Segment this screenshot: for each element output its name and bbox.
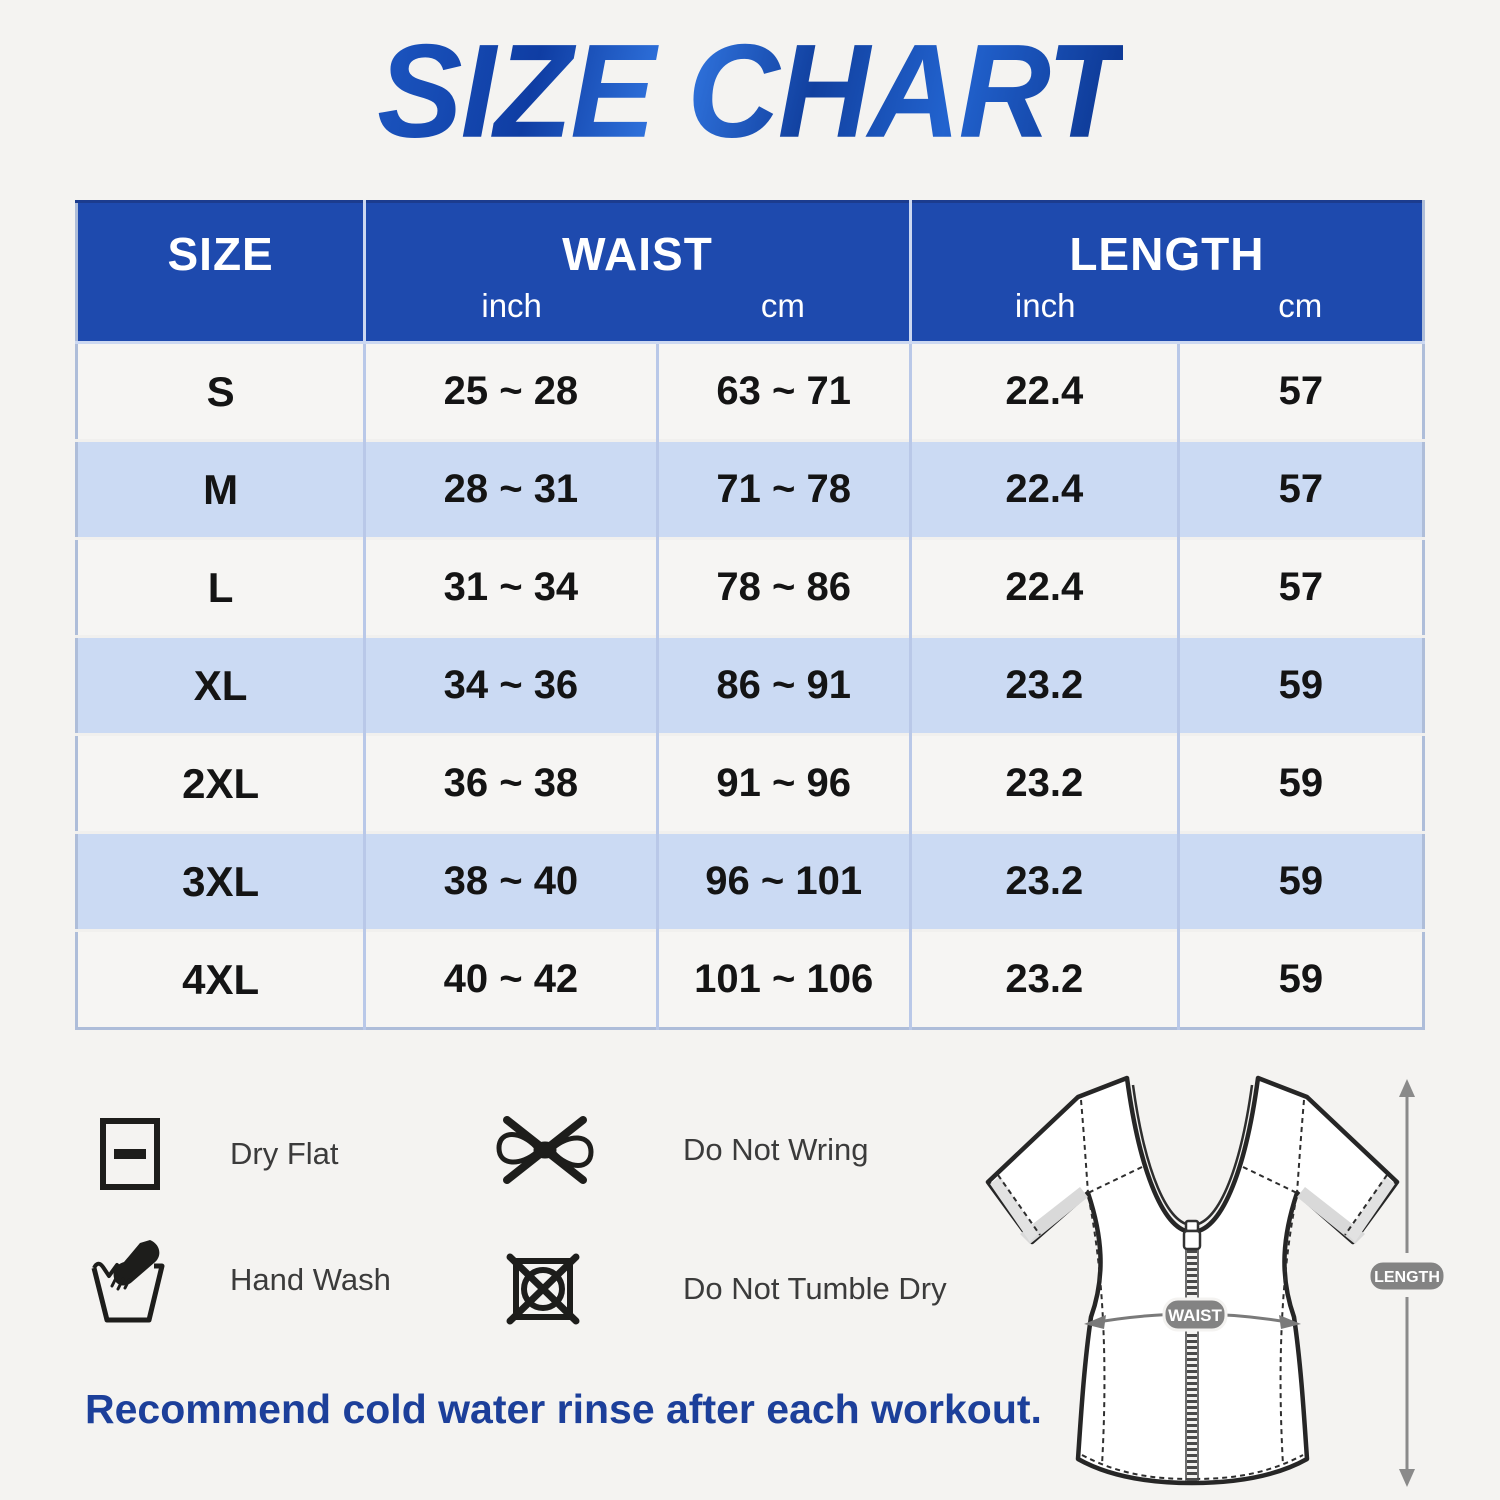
garment-diagram: WAIST LENGTH xyxy=(960,1055,1450,1495)
cell-length-cm: 57 xyxy=(1178,439,1424,539)
cell-length-cm: 59 xyxy=(1178,733,1424,833)
garment-illustration-icon: WAIST LENGTH xyxy=(985,1075,1447,1487)
care-label: Do Not Wring xyxy=(683,1132,869,1167)
do-not-wring-icon xyxy=(496,1116,594,1184)
care-item-do-not-wring: Do Not Wring xyxy=(490,1112,869,1188)
header-waist: WAIST inch cm xyxy=(364,201,912,344)
care-item-dry-flat: Dry Flat xyxy=(98,1116,339,1192)
table-row: 2XL 36 ~ 38 91 ~ 96 23.2 59 xyxy=(76,733,1424,833)
header-waist-cm: cm xyxy=(760,287,805,324)
cell-size: 2XL xyxy=(76,733,367,833)
table-row: S 25 ~ 28 63 ~ 71 22.4 57 xyxy=(76,342,1424,441)
header-length-label: LENGTH xyxy=(1069,228,1265,280)
header-length: LENGTH inch cm xyxy=(910,201,1424,344)
header-waist-inch: inch xyxy=(481,287,542,324)
header-length-cm: cm xyxy=(1278,287,1323,324)
hand-wash-icon xyxy=(91,1240,165,1323)
cell-length-inch: 23.2 xyxy=(910,733,1180,833)
cell-waist-cm: 71 ~ 78 xyxy=(657,439,912,539)
cell-waist-cm: 78 ~ 86 xyxy=(657,537,912,637)
cell-length-inch: 22.4 xyxy=(910,439,1180,539)
cell-length-inch: 23.2 xyxy=(910,831,1180,931)
waist-badge-label: WAIST xyxy=(1168,1306,1222,1325)
cell-length-cm: 57 xyxy=(1178,537,1424,637)
cell-waist-cm: 86 ~ 91 xyxy=(657,635,912,735)
footer-note: Recommend cold water rinse after each wo… xyxy=(85,1386,1042,1432)
waist-badge: WAIST xyxy=(1162,1297,1228,1332)
cell-size: XL xyxy=(76,635,367,735)
cell-waist-inch: 38 ~ 40 xyxy=(364,831,659,931)
page-title: SIZE CHART xyxy=(377,15,1125,168)
table-row: XL 34 ~ 36 86 ~ 91 23.2 59 xyxy=(76,635,1424,735)
cell-length-cm: 59 xyxy=(1178,831,1424,931)
cell-length-cm: 59 xyxy=(1178,929,1424,1029)
cell-waist-cm: 96 ~ 101 xyxy=(657,831,912,931)
length-badge-label: LENGTH xyxy=(1374,1269,1440,1286)
cell-length-cm: 57 xyxy=(1178,342,1424,441)
length-badge: LENGTH xyxy=(1367,1259,1447,1293)
cell-waist-inch: 25 ~ 28 xyxy=(364,342,659,441)
care-label: Do Not Tumble Dry xyxy=(683,1271,947,1306)
cell-waist-inch: 28 ~ 31 xyxy=(364,439,659,539)
cell-size: L xyxy=(76,537,367,637)
table-row: M 28 ~ 31 71 ~ 78 22.4 57 xyxy=(76,439,1424,539)
cell-size: 3XL xyxy=(76,831,367,931)
do-not-tumble-dry-icon xyxy=(506,1253,580,1325)
size-chart-table: SIZE WAIST inch cm LENGTH inch cm S 25 ~… xyxy=(75,200,1425,1030)
header-size: SIZE xyxy=(76,201,367,344)
cell-waist-inch: 36 ~ 38 xyxy=(364,733,659,833)
header-length-inch: inch xyxy=(1014,287,1076,324)
cell-length-inch: 22.4 xyxy=(910,342,1180,441)
header-waist-label: WAIST xyxy=(562,228,713,280)
cell-waist-cm: 101 ~ 106 xyxy=(657,929,912,1029)
cell-waist-inch: 40 ~ 42 xyxy=(364,929,659,1029)
cell-size: 4XL xyxy=(76,929,367,1029)
care-label: Hand Wash xyxy=(230,1262,391,1297)
header-size-label: SIZE xyxy=(167,228,274,280)
cell-length-inch: 23.2 xyxy=(910,929,1180,1029)
care-label: Dry Flat xyxy=(230,1136,339,1171)
table-row: L 31 ~ 34 78 ~ 86 22.4 57 xyxy=(76,537,1424,637)
care-item-do-not-tumble-dry: Do Not Tumble Dry xyxy=(503,1250,947,1328)
care-item-hand-wash: Hand Wash xyxy=(90,1234,391,1326)
table-row: 3XL 38 ~ 40 96 ~ 101 23.2 59 xyxy=(76,831,1424,931)
cell-length-inch: 23.2 xyxy=(910,635,1180,735)
title-bar: SIZE CHART xyxy=(0,15,1500,168)
cell-length-inch: 22.4 xyxy=(910,537,1180,637)
table-header-row: SIZE WAIST inch cm LENGTH inch cm xyxy=(76,201,1424,344)
cell-size: M xyxy=(76,439,367,539)
cell-waist-inch: 31 ~ 34 xyxy=(364,537,659,637)
cell-waist-cm: 63 ~ 71 xyxy=(657,342,912,441)
cell-length-cm: 59 xyxy=(1178,635,1424,735)
cell-waist-inch: 34 ~ 36 xyxy=(364,635,659,735)
table-row: 4XL 40 ~ 42 101 ~ 106 23.2 59 xyxy=(76,929,1424,1029)
cell-waist-cm: 91 ~ 96 xyxy=(657,733,912,833)
dry-flat-icon xyxy=(100,1118,160,1190)
cell-size: S xyxy=(76,342,367,441)
